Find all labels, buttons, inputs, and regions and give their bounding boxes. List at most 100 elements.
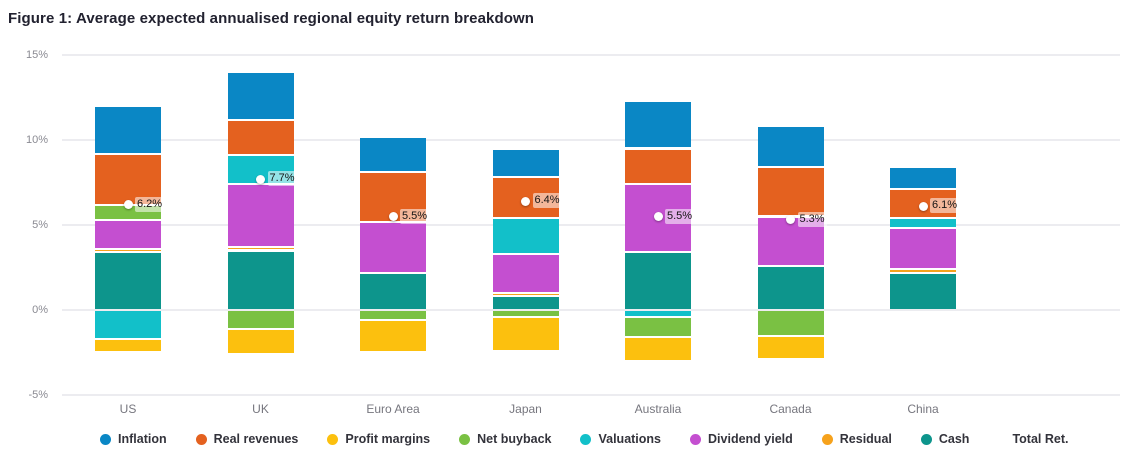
legend-color-dot-icon <box>327 433 339 445</box>
legend-item-label: Real revenues <box>213 432 299 446</box>
legend-item-label: Residual <box>839 432 892 446</box>
total-return-value-label: 6.2% <box>135 196 165 212</box>
x-axis-category-label: Australia <box>634 402 682 416</box>
bar-segment-real-revenues <box>757 168 824 216</box>
bar-segment-inflation <box>492 149 559 177</box>
y-axis-tick-label: 5% <box>32 219 48 231</box>
legend-item-label: Net buyback <box>477 432 552 446</box>
bar-segment-valuations <box>492 219 559 253</box>
bar-segment-profit-margins <box>625 338 691 360</box>
bar-segment-residual <box>95 249 161 252</box>
legend-item-inflation: Inflation <box>100 432 167 446</box>
total-return-value-label: 5.5% <box>665 208 695 224</box>
y-axis-tick-label: -5% <box>28 389 48 401</box>
total-return-marker <box>653 212 663 221</box>
bar-segment-residual <box>492 294 559 296</box>
x-axis-category-label: Canada <box>769 402 812 416</box>
total-return-marker <box>786 215 795 225</box>
total-return-marker <box>388 212 398 221</box>
bar-segment-cash <box>360 273 426 309</box>
bar-segment-dividend-yield <box>227 185 294 247</box>
bar-segment-net-buyback <box>360 311 426 320</box>
bar-segment-dividend-yield <box>492 254 559 292</box>
bar-segment-cash <box>625 253 691 309</box>
legend-color-dot-icon <box>100 433 111 445</box>
x-axis-category-label: Japan <box>509 402 542 416</box>
legend-color-dot-icon <box>195 433 207 445</box>
chart-title: Figure 1: Average expected annualised re… <box>8 10 535 27</box>
total-return-value-label: 6.4% <box>532 193 562 209</box>
bar-segment-real-revenues <box>625 149 691 184</box>
bar-segment-profit-margins <box>95 339 161 352</box>
total-return-value-label: 5.5% <box>400 208 430 224</box>
legend-item-label: Cash <box>938 432 970 446</box>
legend-item-residual: Residual <box>821 432 892 446</box>
bar-segment-profit-margins <box>360 321 426 352</box>
total-return-marker <box>521 196 530 206</box>
bar-segment-inflation <box>360 137 426 172</box>
gridline-15% <box>62 54 1120 56</box>
bar-segment-valuations <box>625 311 691 316</box>
bar-segment-inflation <box>95 107 161 153</box>
legend-item-real-revenues: Real revenues <box>195 432 299 446</box>
legend-item-total-ret: Total Ret. <box>1012 432 1068 446</box>
x-axis-category-label: UK <box>252 402 269 416</box>
bar-segment-profit-margins <box>492 317 559 350</box>
bar-segment-net-buyback <box>625 317 691 337</box>
bar-segment-real-revenues <box>95 154 161 204</box>
total-return-value-label: 5.3% <box>797 211 827 227</box>
y-axis-tick-label: 0% <box>32 304 48 316</box>
bar-segment-net-buyback <box>757 311 824 335</box>
bar-segment-cash <box>95 253 161 309</box>
total-return-value-label: 7.7% <box>267 171 297 187</box>
bar-segment-inflation <box>227 73 294 119</box>
gridline-0% <box>62 309 1120 311</box>
x-axis-category-label: US <box>119 402 137 416</box>
bar-segment-valuations <box>95 311 161 338</box>
legend-item-label: Total Ret. <box>1012 432 1069 446</box>
bar-segment-cash <box>227 251 294 309</box>
legend-item-dividend-yield: Dividend yield <box>690 432 793 446</box>
legend-item-label: Valuations <box>598 432 662 446</box>
legend-item-cash: Cash <box>920 432 970 446</box>
bar-segment-inflation <box>890 168 956 189</box>
legend-color-dot-icon <box>821 433 833 445</box>
x-axis-category-label: China <box>907 402 939 416</box>
gridline--5% <box>62 394 1120 396</box>
y-axis-tick-label: 15% <box>25 49 48 61</box>
bar-segment-dividend-yield <box>95 220 161 248</box>
legend-color-dot-icon <box>459 433 471 445</box>
total-return-marker <box>256 174 265 184</box>
bar-segment-dividend-yield <box>360 222 426 272</box>
bar-segment-net-buyback <box>492 311 559 316</box>
bar-segment-net-buyback <box>227 311 294 328</box>
legend-item-valuations: Valuations <box>580 432 661 446</box>
chart-legend: Inflation Real revenues Profit margins Net … <box>100 432 1068 446</box>
y-axis-tick-label: 10% <box>25 134 48 146</box>
legend-item-label: Profit margins <box>345 432 431 446</box>
legend-item-label: Dividend yield <box>708 432 793 446</box>
bar-segment-profit-margins <box>757 336 824 359</box>
bar-segment-inflation <box>757 127 824 167</box>
bar-segment-real-revenues <box>227 120 294 155</box>
bar-segment-inflation <box>625 101 691 148</box>
bar-segment-cash <box>890 273 956 309</box>
bar-segment-dividend-yield <box>890 229 956 269</box>
legend-color-dot-icon <box>690 433 702 445</box>
gridline-5% <box>62 224 1120 226</box>
x-axis-category-label: Euro Area <box>366 402 420 416</box>
total-return-marker <box>918 201 928 211</box>
bar-segment-cash <box>757 266 824 309</box>
bar-segment-valuations <box>890 219 956 228</box>
bar-segment-residual <box>890 270 956 272</box>
total-return-value-label: 6.1% <box>930 198 960 214</box>
total-return-marker <box>123 200 133 210</box>
bar-segment-cash <box>492 297 559 309</box>
legend-item-net-buyback: Net buyback <box>459 432 551 446</box>
legend-color-dot-icon <box>580 433 592 445</box>
legend-color-dot-icon <box>920 433 932 445</box>
legend-item-profit-margins: Profit margins <box>327 432 430 446</box>
bar-segment-profit-margins <box>227 329 294 354</box>
